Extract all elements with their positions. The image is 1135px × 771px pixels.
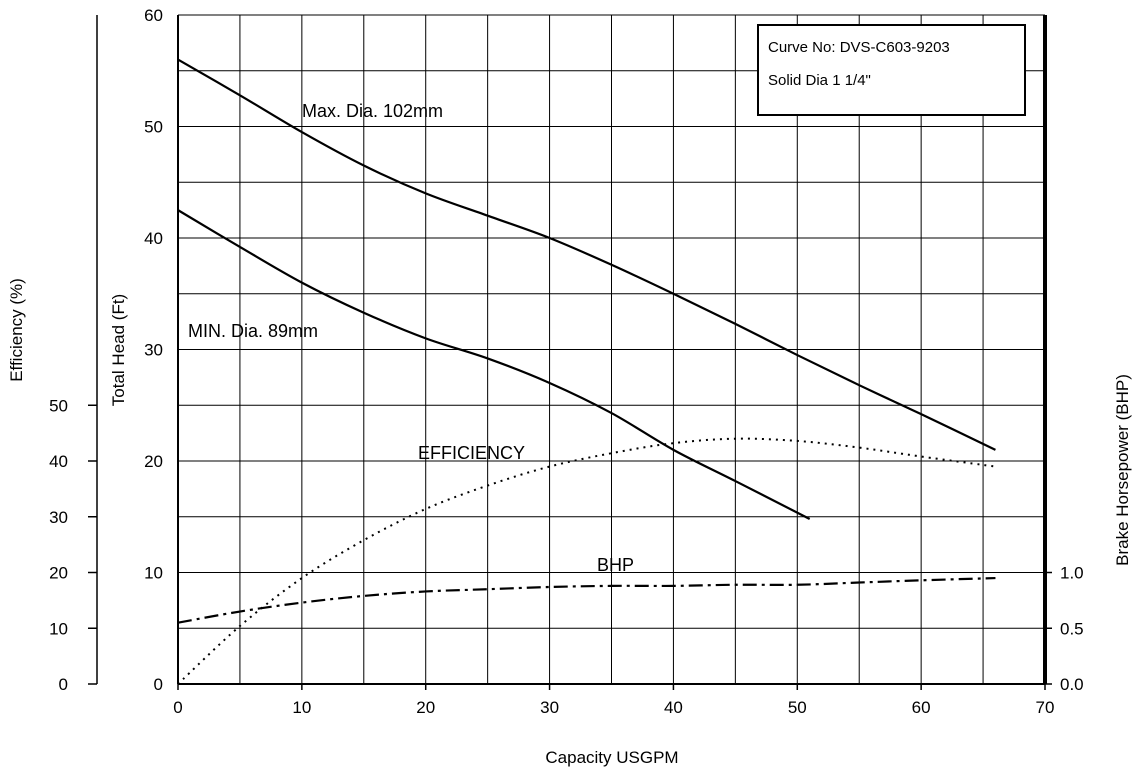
x-tick-label: 30 bbox=[540, 698, 559, 717]
x-tick-label: 20 bbox=[416, 698, 435, 717]
x-tick-label: 10 bbox=[292, 698, 311, 717]
y-bhp-tick-label: 0.5 bbox=[1060, 619, 1084, 638]
x-axis-label: Capacity USGPM bbox=[545, 748, 678, 767]
series-label-min-dia: MIN. Dia. 89mm bbox=[188, 321, 318, 341]
y-efficiency-tick-label: 0 bbox=[59, 675, 68, 694]
series-line-0 bbox=[177, 58, 996, 451]
y-head-tick-label: 0 bbox=[154, 675, 163, 694]
grid bbox=[178, 14, 1045, 684]
curves bbox=[177, 58, 996, 685]
y-efficiency-tick-label: 40 bbox=[49, 452, 68, 471]
y-head-tick-label: 20 bbox=[144, 452, 163, 471]
y-axis-bhp-label: Brake Horsepower (BHP) bbox=[1113, 374, 1132, 566]
y-axis-efficiency-label: Efficiency (%) bbox=[7, 278, 26, 382]
series-line-3 bbox=[177, 576, 996, 624]
info-solid-dia: Solid Dia 1 1/4" bbox=[768, 72, 871, 89]
series-line-1 bbox=[177, 209, 811, 520]
x-tick-label: 40 bbox=[664, 698, 683, 717]
series-label-bhp: BHP bbox=[597, 555, 634, 575]
y-head-tick-label: 50 bbox=[144, 118, 163, 137]
info-curve-no: Curve No: DVS-C603-9203 bbox=[768, 39, 950, 56]
x-tick-label: 70 bbox=[1036, 698, 1055, 717]
y-head-tick-label: 10 bbox=[144, 564, 163, 583]
y-head-tick-label: 30 bbox=[144, 341, 163, 360]
x-tick-label: 50 bbox=[788, 698, 807, 717]
series-label-efficiency: EFFICIENCY bbox=[418, 443, 525, 463]
y-efficiency-tick-label: 50 bbox=[49, 396, 68, 415]
series-label-max-dia: Max. Dia. 102mm bbox=[302, 101, 443, 121]
y-bhp-tick-label: 0.0 bbox=[1060, 675, 1084, 694]
y-efficiency-tick-label: 20 bbox=[49, 564, 68, 583]
y-efficiency-tick-label: 30 bbox=[49, 508, 68, 527]
x-tick-label: 60 bbox=[912, 698, 931, 717]
info-box bbox=[757, 24, 1026, 116]
series-line-2 bbox=[177, 437, 996, 685]
tick-labels: 0 10 20 30 40 50 60 70 0 10 20 30 40 50 60 0 10 20 30 40 50 0… bbox=[49, 6, 1084, 717]
y-bhp-tick-label: 1.0 bbox=[1060, 564, 1084, 583]
x-tick-label: 0 bbox=[173, 698, 182, 717]
y-axis-head-label: Total Head (Ft) bbox=[109, 294, 128, 406]
y-efficiency-tick-label: 10 bbox=[49, 619, 68, 638]
y-head-tick-label: 40 bbox=[144, 229, 163, 248]
y-head-tick-label: 60 bbox=[144, 6, 163, 25]
